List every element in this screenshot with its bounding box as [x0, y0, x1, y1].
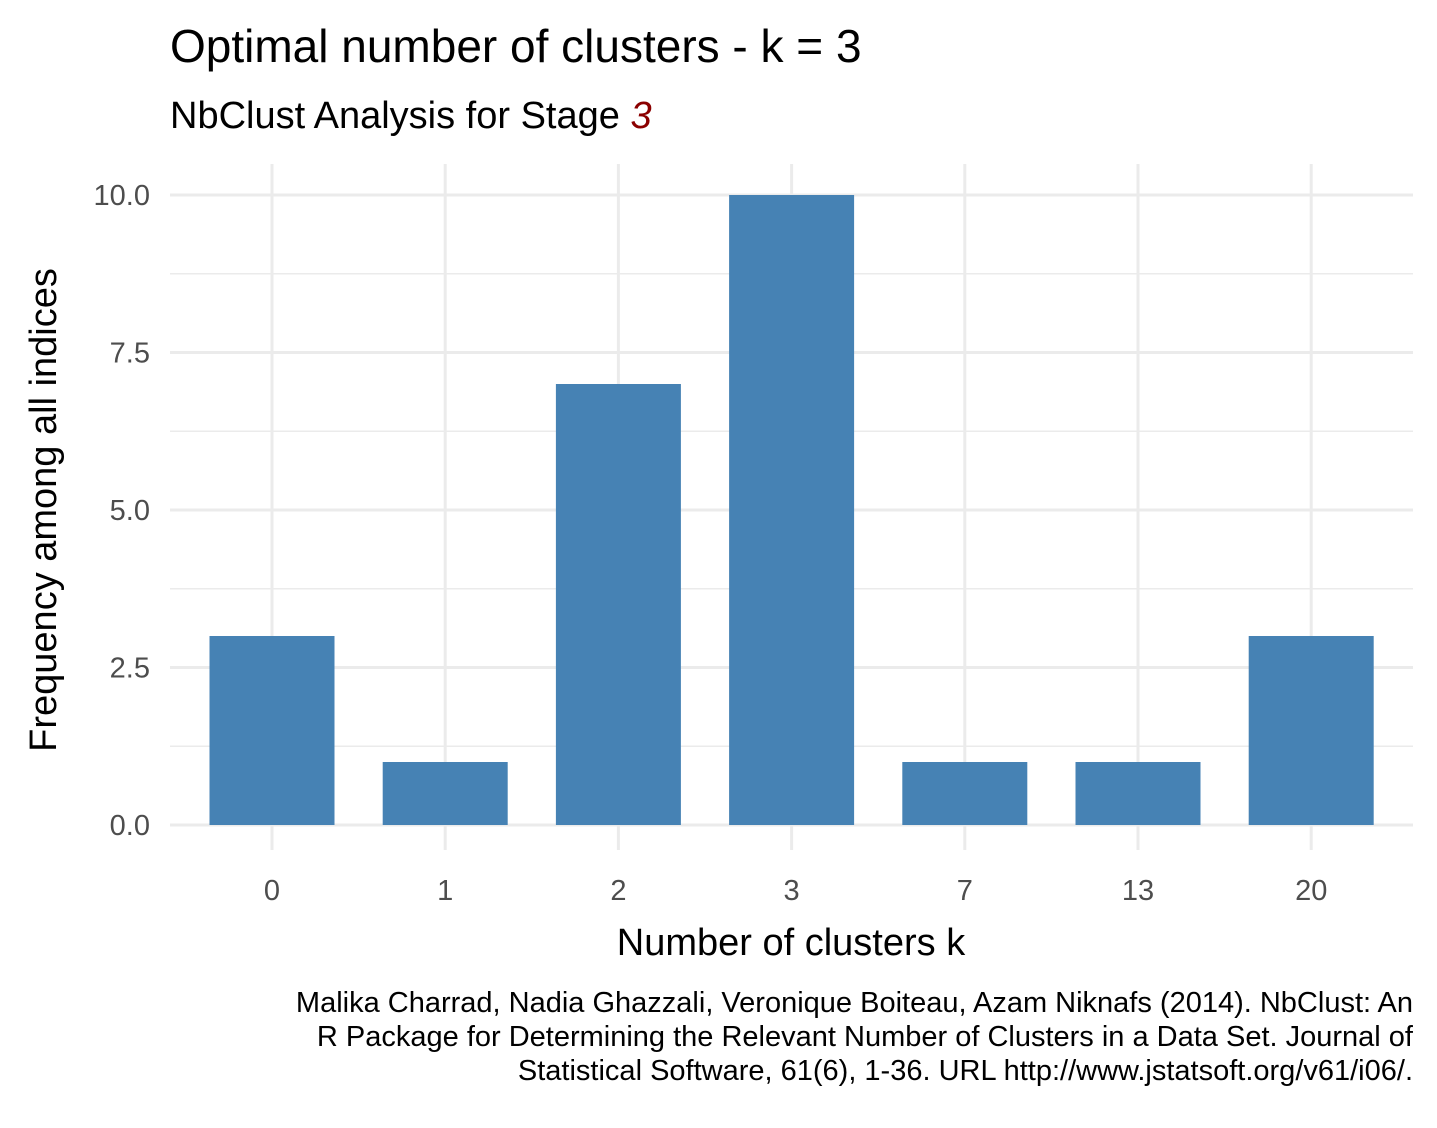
chart-subtitle: NbClust Analysis for Stage 3: [170, 92, 652, 140]
bar-3: [729, 195, 855, 825]
chart-title: Optimal number of clusters - k = 3: [170, 20, 862, 72]
x-axis-title: Number of clusters k: [617, 922, 966, 964]
y-tick-label: 0.0: [110, 810, 150, 842]
y-tick-label: 5.0: [110, 495, 150, 527]
bar-2: [555, 384, 681, 825]
x-tick-label: 1: [437, 875, 453, 907]
y-tick-labels: 0.0 2.5 5.0 7.5 10.0: [94, 180, 150, 842]
x-tick-label: 0: [264, 875, 280, 907]
bar-0: [209, 636, 335, 825]
bar-13: [1075, 762, 1201, 825]
caption-line: Malika Charrad, Nadia Ghazzali, Veroniqu…: [295, 987, 1413, 1019]
bar-20: [1248, 636, 1374, 825]
bars: [209, 195, 1374, 825]
x-tick-label: 2: [610, 875, 626, 907]
y-tick-label: 2.5: [110, 653, 150, 685]
bar-7: [902, 762, 1028, 825]
y-axis-title: Frequency among all indices: [23, 268, 65, 752]
x-tick-label: 7: [957, 875, 973, 907]
caption-line: R Package for Determining the Relevant N…: [316, 1021, 1413, 1053]
bar-1: [382, 762, 508, 825]
bar-chart: 0.0 2.5 5.0 7.5 10.0 0 1 2 3 7 13 20 Number of clu…: [23, 164, 1413, 964]
x-tick-labels: 0 1 2 3 7 13 20: [264, 875, 1327, 907]
caption-line: Statistical Software, 61(6), 1-36. URL h…: [517, 1055, 1413, 1087]
subtitle-prefix: NbClust Analysis for Stage: [170, 95, 631, 137]
y-tick-label: 7.5: [110, 338, 150, 370]
x-tick-label: 13: [1122, 875, 1154, 907]
subtitle-stage: 3: [630, 95, 652, 137]
x-tick-label: 3: [784, 875, 800, 907]
y-tick-label: 10.0: [94, 180, 150, 212]
citation-caption: Malika Charrad, Nadia Ghazzali, Veroniqu…: [3, 986, 1413, 1088]
x-tick-label: 20: [1295, 875, 1327, 907]
